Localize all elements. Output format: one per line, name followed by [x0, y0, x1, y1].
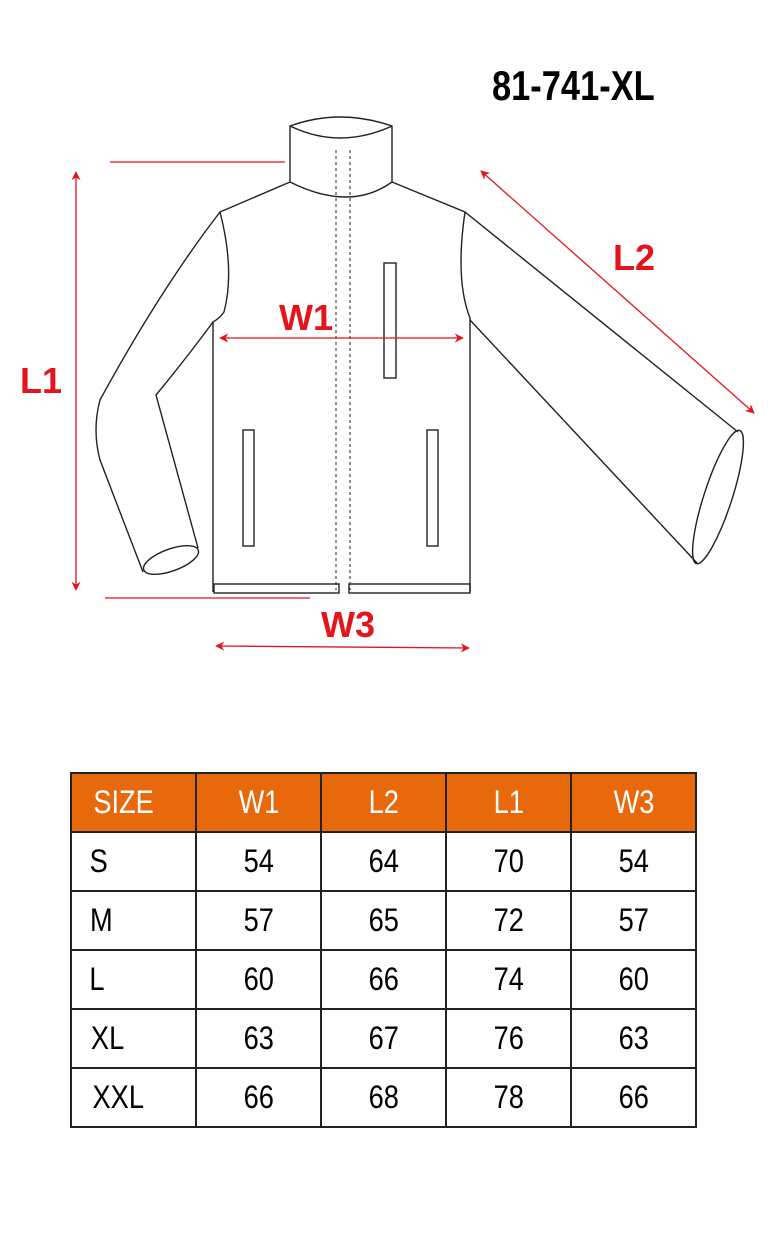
cell: 72: [445, 890, 572, 951]
l2-label: L2: [613, 237, 655, 278]
sleeve-left: [95, 211, 221, 573]
header-l2: L2: [320, 772, 447, 833]
cell-size: XXL: [70, 1067, 197, 1128]
cell: 57: [195, 890, 322, 951]
cell: 66: [570, 1067, 697, 1128]
cell-size: M: [70, 890, 197, 951]
hem-left: [213, 583, 340, 594]
size-table: SIZE W1 L2 L1 W3 S 54 64 70 54 M 57 65 7…: [70, 772, 697, 1128]
cell: 68: [320, 1067, 447, 1128]
sleeve-right: [464, 211, 739, 564]
jacket-outline: [95, 116, 745, 594]
cell: 65: [320, 890, 447, 951]
body: [212, 181, 471, 592]
table-row: M 57 65 72 57: [70, 890, 697, 951]
cell: 76: [445, 1008, 572, 1069]
w3-label: W3: [321, 604, 375, 645]
measurements: [71, 161, 755, 653]
chest-pocket: [383, 262, 397, 379]
header-size: SIZE: [70, 772, 197, 833]
header-w1: W1: [195, 772, 322, 833]
cell: 63: [195, 1008, 322, 1069]
cell-size: L: [70, 949, 197, 1010]
cell: 54: [570, 831, 697, 892]
jacket-diagram: L1 L2 W1 W3: [20, 116, 755, 653]
cell: 57: [570, 890, 697, 951]
cell-size: S: [70, 831, 197, 892]
w1-label: W1: [279, 297, 333, 338]
l2-arrow: [480, 170, 755, 414]
collar: [289, 116, 393, 198]
table-row: XXL 66 68 78 66: [70, 1067, 697, 1128]
table-header-row: SIZE W1 L2 L1 W3: [70, 772, 697, 833]
w3-arrow: [215, 641, 470, 653]
table-row: S 54 64 70 54: [70, 831, 697, 892]
header-w3: W3: [570, 772, 697, 833]
cell: 78: [445, 1067, 572, 1128]
hem-right: [348, 583, 471, 594]
header-l1: L1: [445, 772, 572, 833]
pocket-right: [426, 429, 439, 547]
cell: 70: [445, 831, 572, 892]
cell: 66: [320, 949, 447, 1010]
cell: 66: [195, 1067, 322, 1128]
cell: 54: [195, 831, 322, 892]
l1-label: L1: [20, 360, 62, 401]
product-code: 81-741-XL: [492, 62, 655, 109]
cell: 60: [570, 949, 697, 1010]
cell: 67: [320, 1008, 447, 1069]
cell: 64: [320, 831, 447, 892]
pocket-left: [242, 429, 255, 547]
cell: 74: [445, 949, 572, 1010]
cell: 63: [570, 1008, 697, 1069]
cell-size: XL: [70, 1008, 197, 1069]
cell: 60: [195, 949, 322, 1010]
table-row: XL 63 67 76 63: [70, 1008, 697, 1069]
table-row: L 60 66 74 60: [70, 949, 697, 1010]
